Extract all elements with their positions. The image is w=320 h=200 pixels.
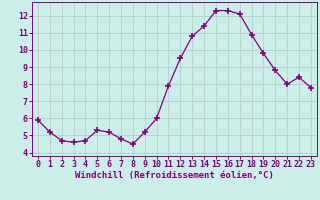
X-axis label: Windchill (Refroidissement éolien,°C): Windchill (Refroidissement éolien,°C) bbox=[75, 171, 274, 180]
